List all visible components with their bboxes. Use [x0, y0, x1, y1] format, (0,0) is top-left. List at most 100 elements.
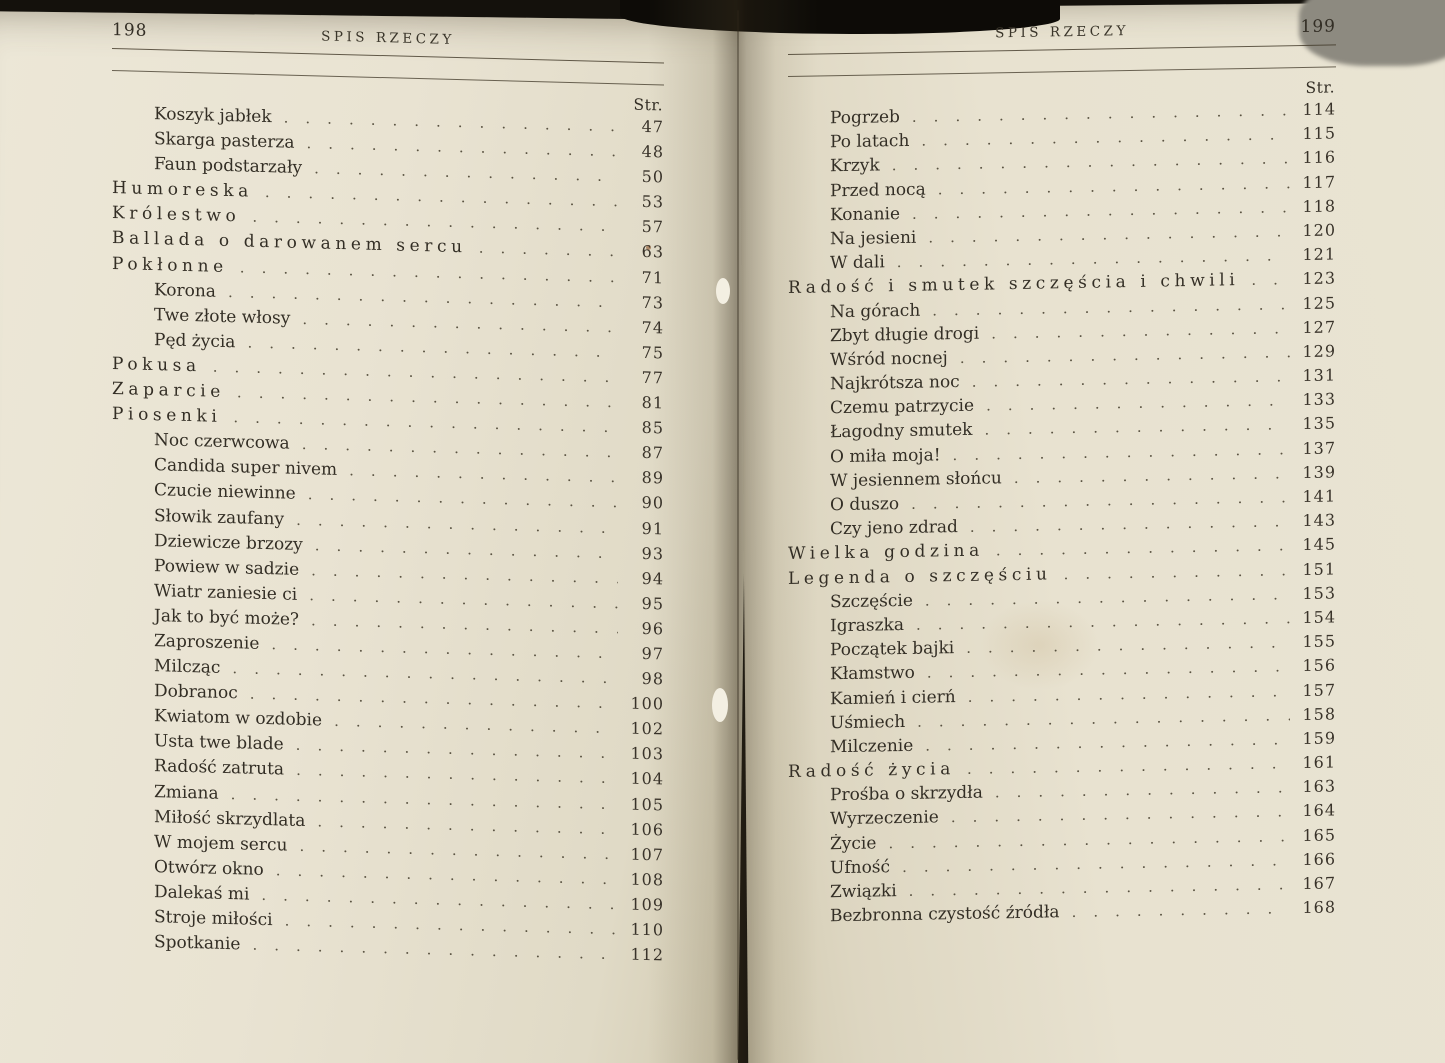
- toc-entry-label: Wiatr zaniesie ci: [154, 580, 298, 605]
- toc-entry-page: 125: [1302, 292, 1336, 313]
- toc-entry-label: Łagodny smutek: [830, 420, 973, 443]
- toc-entry-page: 95: [641, 593, 664, 614]
- toc-entry-page: 123: [1302, 268, 1336, 289]
- toc-entry-label: Zbyt długie drogi: [830, 323, 980, 346]
- toc-entry-page: 71: [641, 267, 664, 288]
- toc-entry-page: 155: [1302, 631, 1336, 652]
- toc-entry-page: 90: [641, 493, 664, 513]
- header-spacer: [788, 40, 828, 41]
- toc-entry-label: Milczenie: [830, 735, 914, 758]
- toc-entry-page: 120: [1302, 220, 1336, 240]
- toc-entry-page: 156: [1302, 655, 1336, 676]
- toc-entry-page: 118: [1302, 196, 1336, 216]
- toc-entry-page: 89: [641, 468, 664, 488]
- toc-entry-page: 109: [630, 894, 664, 915]
- toc-entry-page: 94: [641, 568, 664, 589]
- toc-entry-label: Na jesieni: [830, 227, 917, 250]
- header-rule: [788, 66, 1336, 77]
- toc-entry-page: 112: [630, 944, 664, 965]
- toc-entry-page: 75: [641, 342, 664, 363]
- toc-entry-page: 73: [641, 292, 664, 313]
- paper-tear: [712, 688, 728, 722]
- toc-entry-page: 93: [641, 543, 664, 564]
- dot-leader: [1002, 463, 1290, 487]
- toc-entry-page: 105: [630, 794, 664, 814]
- toc-entry-label: Krzyk: [830, 155, 880, 177]
- toc-entry-label: Korona: [154, 279, 216, 302]
- toc-entry-page: 110: [630, 919, 664, 940]
- toc-entry-page: 163: [1302, 776, 1336, 797]
- toc-entry-label: Życie: [830, 833, 877, 854]
- header-rule: [112, 70, 664, 86]
- background-corner-blur: [1299, 0, 1445, 66]
- toc-entry-page: 129: [1302, 341, 1336, 361]
- toc-entry-label: Koszyk jabłek: [154, 104, 272, 128]
- toc-entry-label: Radość życia: [788, 759, 955, 783]
- toc-entry-label: Związki: [830, 881, 897, 903]
- paper-speck: [646, 245, 651, 250]
- toc-entry-label: Uśmiech: [830, 711, 906, 733]
- toc-entry-label: Skarga pasterza: [154, 129, 295, 153]
- toc-entry-label: W jesiennem słońcu: [830, 468, 1002, 492]
- toc-entry-label: Igraszka: [830, 614, 904, 637]
- toc-entry-label: W mojem sercu: [154, 831, 288, 856]
- toc-entry-page: 143: [1302, 510, 1336, 531]
- toc-entry-page: 50: [641, 167, 664, 187]
- left-page-title: SPIS RZECZY: [321, 28, 455, 48]
- toc-entry-page: 48: [641, 141, 664, 162]
- toc-entry-label: W dali: [830, 252, 885, 274]
- toc-entry-page: 81: [641, 392, 664, 413]
- toc-entry-page: 100: [630, 693, 664, 714]
- toc-entry-label: Stroje miłości: [154, 907, 273, 931]
- toc-entry-page: 167: [1302, 873, 1336, 894]
- toc-entry-label: Humoreska: [112, 178, 253, 202]
- dot-leader: [1060, 898, 1290, 921]
- toc-entry-label: Czy jeno zdrad: [830, 517, 958, 540]
- toc-entry-page: 116: [1302, 147, 1336, 168]
- toc-entry-page: 106: [630, 819, 664, 840]
- toc-entry-page: 53: [641, 192, 664, 212]
- toc-entry-label: Pogrzeb: [830, 107, 900, 129]
- toc-entry-label: Pokusa: [112, 353, 201, 377]
- toc-entry-page: 139: [1302, 462, 1336, 482]
- header-spacer: [624, 48, 664, 49]
- page-edge-line: [737, 10, 739, 1060]
- toc-entry-label: Pokłonne: [112, 253, 228, 277]
- toc-entry-page: 108: [630, 869, 664, 890]
- left-toc-list: Koszyk jabłek 47 Skarga pasterza 48 Faun pod…: [112, 103, 664, 971]
- toc-entry-label: Wśród nocnej: [830, 348, 948, 371]
- toc-entry-label: Czemu patrzycie: [830, 396, 975, 419]
- toc-entry-page: 63: [641, 242, 664, 262]
- toc-entry-label: O duszo: [830, 494, 900, 516]
- toc-entry-page: 87: [641, 443, 664, 463]
- toc-entry-label: Kwiatom w ozdobie: [154, 706, 323, 731]
- toc-entry-label: Faun podstarzały: [154, 154, 303, 179]
- toc-entry-label: Słowik zaufany: [154, 505, 285, 530]
- toc-entry-label: Przed nocą: [830, 179, 926, 201]
- toc-entry-page: 77: [641, 367, 664, 388]
- toc-entry-page: 102: [630, 718, 664, 739]
- toc-entry-page: 168: [1302, 897, 1336, 918]
- toc-entry-label: Otwórz okno: [154, 856, 264, 880]
- toc-entry-page: 141: [1302, 486, 1336, 507]
- right-page-number: 199: [1300, 16, 1336, 38]
- dot-leader: [983, 777, 1290, 801]
- toc-entry-label: Twe złote włosy: [154, 304, 291, 329]
- toc-entry-label: Szczęście: [830, 590, 913, 613]
- toc-entry-label: Najkrótsza noc: [830, 372, 960, 395]
- toc-entry-label: Kamień i cierń: [830, 686, 956, 709]
- toc-entry-page: 74: [641, 317, 664, 338]
- toc-entry-page: 107: [630, 844, 664, 865]
- toc-entry-label: Spotkanie: [154, 932, 241, 955]
- toc-entry-page: 133: [1302, 389, 1336, 410]
- toc-entry-label: Piosenki: [112, 404, 222, 427]
- toc-entry-label: Po latach: [830, 131, 910, 153]
- toc-entry-page: 97: [641, 643, 664, 664]
- dot-leader: [1239, 270, 1290, 290]
- toc-entry-page: 157: [1302, 679, 1336, 700]
- toc-entry-label: Zaparcie: [112, 379, 225, 402]
- toc-entry-page: 115: [1302, 123, 1336, 144]
- toc-entry-page: 104: [630, 769, 664, 789]
- toc-entry-page: 114: [1302, 99, 1336, 120]
- toc-entry-label: Radość zatruta: [154, 756, 285, 780]
